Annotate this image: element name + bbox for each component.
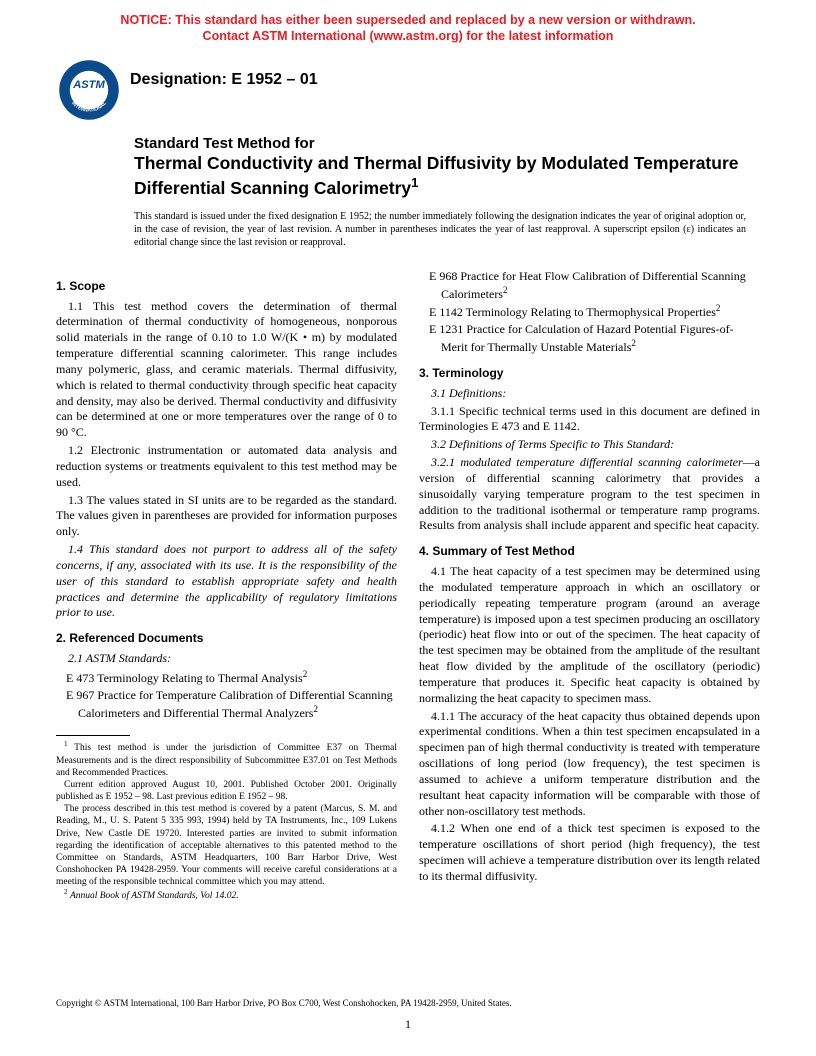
para-4-1: 4.1 The heat capacity of a test specimen… [419, 564, 760, 706]
body-columns: 1. Scope 1.1 This test method covers the… [0, 249, 816, 903]
para-4-1-1: 4.1.1 The accuracy of the heat capacity … [419, 709, 760, 820]
title-main-text: Thermal Conductivity and Thermal Diffusi… [134, 153, 739, 198]
para-4-1-2: 4.1.2 When one end of a thick test speci… [419, 821, 760, 884]
header-row: ASTM INTERNATIONAL Designation: E 1952 –… [0, 51, 816, 121]
copyright-line: Copyright © ASTM International, 100 Barr… [56, 998, 760, 1008]
title-kicker: Standard Test Method for [134, 135, 756, 154]
ref-e473: E 473 Terminology Relating to Thermal An… [56, 669, 397, 687]
issuance-note: This standard is issued under the fixed … [0, 200, 816, 249]
supersede-notice: NOTICE: This standard has either been su… [0, 0, 816, 51]
svg-text:ASTM: ASTM [72, 79, 105, 91]
ref-e1231: E 1231 Practice for Calculation of Hazar… [419, 322, 760, 356]
refdocs-heading: 2. Referenced Documents [56, 631, 397, 647]
para-1-1: 1.1 This test method covers the determin… [56, 299, 397, 441]
ref-e968: E 968 Practice for Heat Flow Calibration… [419, 269, 760, 303]
ref-sub: 2.1 ASTM Standards: [56, 651, 397, 667]
title-super: 1 [411, 175, 418, 190]
footnote-separator [56, 735, 130, 736]
para-1-2: 1.2 Electronic instrumentation or automa… [56, 443, 397, 490]
ref-e967: E 967 Practice for Temperature Calibrati… [56, 688, 397, 722]
footnote-2: 2 Annual Book of ASTM Standards, Vol 14.… [56, 888, 397, 902]
notice-line1: NOTICE: This standard has either been su… [120, 13, 695, 27]
footnote-1b: Current edition approved August 10, 2001… [56, 779, 397, 803]
para-1-3: 1.3 The values stated in SI units are to… [56, 493, 397, 540]
ref-e1142: E 1142 Terminology Relating to Thermophy… [419, 303, 760, 321]
terminology-heading: 3. Terminology [419, 366, 760, 382]
footnote-1c: The process described in this test metho… [56, 803, 397, 888]
para-3-1: 3.1 Definitions: [419, 386, 760, 402]
para-1-4: 1.4 This standard does not purport to ad… [56, 542, 397, 621]
para-3-1-1: 3.1.1 Specific technical terms used in t… [419, 404, 760, 436]
para-3-2-1: 3.2.1 modulated temperature differential… [419, 455, 760, 534]
scope-heading: 1. Scope [56, 279, 397, 295]
title-block: Standard Test Method for Thermal Conduct… [0, 121, 816, 200]
left-column: 1. Scope 1.1 This test method covers the… [56, 269, 397, 903]
summary-heading: 4. Summary of Test Method [419, 544, 760, 560]
astm-logo: ASTM INTERNATIONAL [58, 59, 120, 121]
para-3-2: 3.2 Definitions of Terms Specific to Thi… [419, 437, 760, 453]
page-number: 1 [0, 1017, 816, 1032]
designation: Designation: E 1952 – 01 [130, 71, 318, 89]
notice-line2: Contact ASTM International (www.astm.org… [203, 29, 614, 43]
right-column: E 968 Practice for Heat Flow Calibration… [419, 269, 760, 903]
footnote-1a: 1 This test method is under the jurisdic… [56, 740, 397, 779]
title-main: Thermal Conductivity and Thermal Diffusi… [134, 153, 756, 200]
